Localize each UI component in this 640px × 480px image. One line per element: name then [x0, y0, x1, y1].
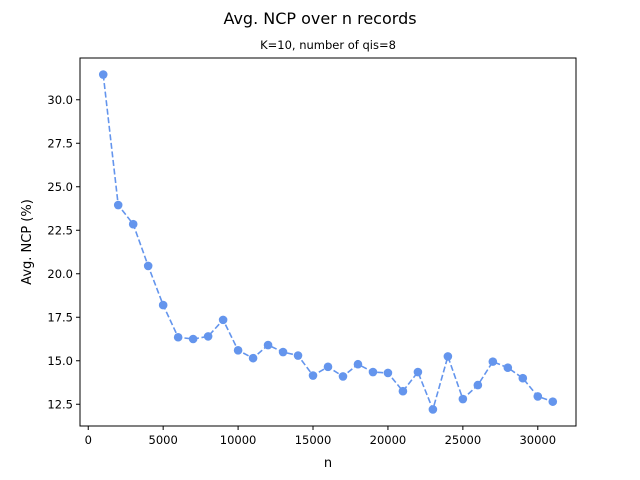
series-layer	[98, 70, 558, 414]
data-point	[488, 357, 498, 366]
data-point	[143, 261, 153, 271]
x-axis-label: n	[324, 456, 332, 471]
data-point	[218, 315, 228, 325]
x-tick-label: 5000	[149, 433, 178, 447]
data-point	[188, 334, 198, 344]
y-tick-label: 25.0	[47, 180, 73, 194]
data-point	[503, 363, 513, 373]
data-point	[368, 367, 378, 377]
data-point	[398, 386, 408, 396]
data-point	[338, 372, 348, 381]
x-axis: 0 5000 10000 15000 20000 25000 30000	[85, 426, 556, 447]
data-point	[518, 373, 528, 383]
data-point	[533, 392, 543, 401]
x-tick-label: 30000	[519, 433, 556, 447]
data-point	[308, 371, 318, 380]
data-point	[158, 300, 168, 310]
data-point	[278, 347, 288, 357]
y-tick-label: 17.5	[47, 310, 73, 324]
data-point	[548, 397, 558, 406]
y-axis: 12.5 15.0 17.5 20.0 22.5 25.0 27.5 30.0	[47, 93, 80, 411]
y-tick-label: 12.5	[47, 397, 73, 411]
data-point	[353, 359, 363, 369]
data-point	[128, 219, 138, 229]
data-point	[233, 346, 243, 355]
chart-title: K=10, number of qis=8	[260, 38, 396, 52]
data-point	[113, 200, 123, 210]
y-tick-label: 20.0	[47, 267, 73, 281]
data-point	[458, 394, 468, 404]
data-point	[98, 70, 108, 79]
data-point	[263, 340, 273, 350]
y-tick-label: 15.0	[47, 354, 73, 368]
data-point	[248, 353, 258, 363]
data-point	[413, 367, 423, 377]
x-tick-label: 0	[85, 433, 92, 447]
data-point	[203, 332, 213, 341]
plot-area-frame	[79, 57, 577, 427]
data-point	[428, 405, 438, 414]
x-tick-label: 10000	[220, 433, 257, 447]
data-point	[323, 362, 333, 372]
data-point	[173, 332, 183, 342]
x-tick-label: 20000	[370, 433, 407, 447]
y-axis-label: Avg. NCP (%)	[20, 199, 35, 285]
data-point	[473, 380, 483, 390]
y-tick-label: 27.5	[47, 136, 73, 150]
figure-suptitle: Avg. NCP over n records	[223, 9, 416, 28]
x-tick-label: 15000	[295, 433, 332, 447]
data-point	[293, 351, 303, 360]
series-line	[102, 74, 554, 412]
y-tick-label: 22.5	[47, 223, 73, 237]
x-tick-label: 25000	[445, 433, 482, 447]
data-point	[383, 368, 393, 378]
y-tick-label: 30.0	[47, 93, 73, 107]
data-point	[443, 352, 453, 361]
